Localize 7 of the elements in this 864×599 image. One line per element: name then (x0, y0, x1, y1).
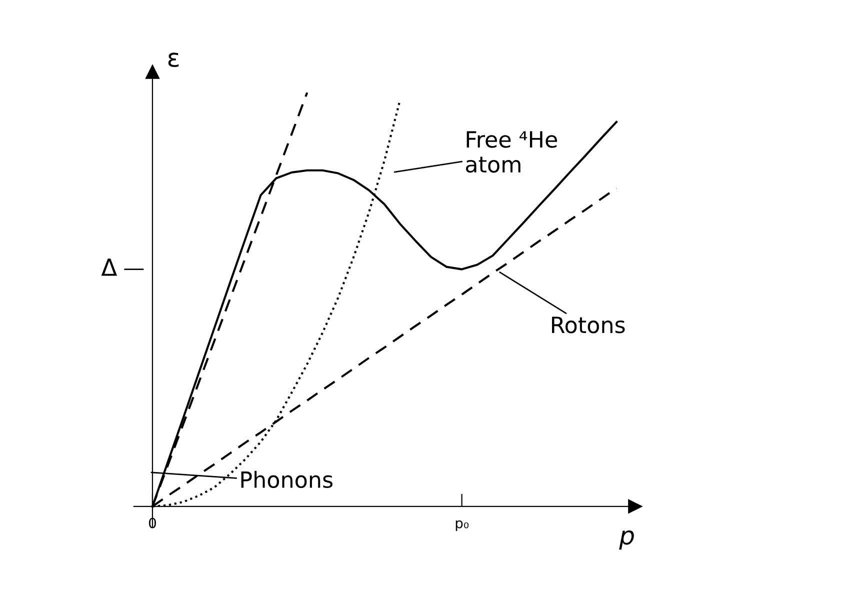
y-axis-title: ε (168, 52, 179, 68)
x-axis-title: p (619, 530, 634, 550)
annotation: Rotons (552, 316, 625, 334)
annotation: Phonons (241, 470, 332, 488)
text: Δ (101, 258, 118, 276)
x-tick-label: p₀ (456, 520, 469, 531)
annotation: Free ⁴He atom (466, 131, 557, 173)
